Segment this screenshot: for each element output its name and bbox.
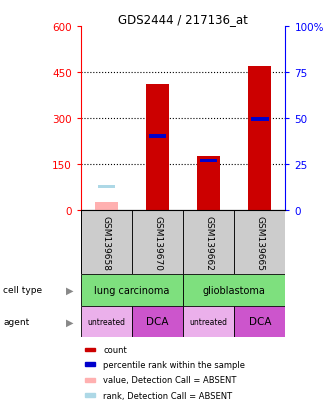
Bar — [149, 135, 166, 139]
Text: untreated: untreated — [190, 317, 228, 326]
Bar — [81, 306, 132, 337]
Text: cell type: cell type — [3, 285, 43, 294]
Bar — [85, 363, 95, 366]
Bar — [81, 210, 132, 274]
Bar — [251, 118, 269, 122]
Text: rank, Detection Call = ABSENT: rank, Detection Call = ABSENT — [103, 391, 232, 400]
Text: percentile rank within the sample: percentile rank within the sample — [103, 360, 246, 369]
Text: untreated: untreated — [87, 317, 125, 326]
Bar — [85, 348, 95, 351]
Bar — [197, 157, 220, 210]
Text: glioblastoma: glioblastoma — [203, 285, 266, 295]
Text: GSM139665: GSM139665 — [255, 215, 264, 270]
Bar — [98, 185, 115, 189]
Text: value, Detection Call = ABSENT: value, Detection Call = ABSENT — [103, 375, 237, 385]
Bar — [132, 210, 183, 274]
Bar — [234, 306, 285, 337]
Bar — [95, 202, 118, 210]
Text: agent: agent — [3, 317, 30, 326]
Text: ▶: ▶ — [66, 317, 74, 327]
Bar — [200, 159, 217, 163]
Bar — [234, 210, 285, 274]
Text: DCA: DCA — [146, 317, 169, 327]
Bar — [85, 394, 95, 397]
Bar — [132, 306, 183, 337]
Bar — [183, 274, 285, 306]
Bar — [146, 85, 169, 210]
Title: GDS2444 / 217136_at: GDS2444 / 217136_at — [118, 13, 248, 26]
Bar — [248, 66, 271, 210]
Bar — [81, 274, 183, 306]
Text: lung carcinoma: lung carcinoma — [94, 285, 170, 295]
Text: count: count — [103, 345, 127, 354]
Text: ▶: ▶ — [66, 285, 74, 295]
Bar — [183, 306, 234, 337]
Bar — [85, 378, 95, 382]
Text: GSM139658: GSM139658 — [102, 215, 111, 270]
Text: GSM139662: GSM139662 — [204, 215, 213, 270]
Text: DCA: DCA — [248, 317, 271, 327]
Text: GSM139670: GSM139670 — [153, 215, 162, 270]
Bar — [183, 210, 234, 274]
